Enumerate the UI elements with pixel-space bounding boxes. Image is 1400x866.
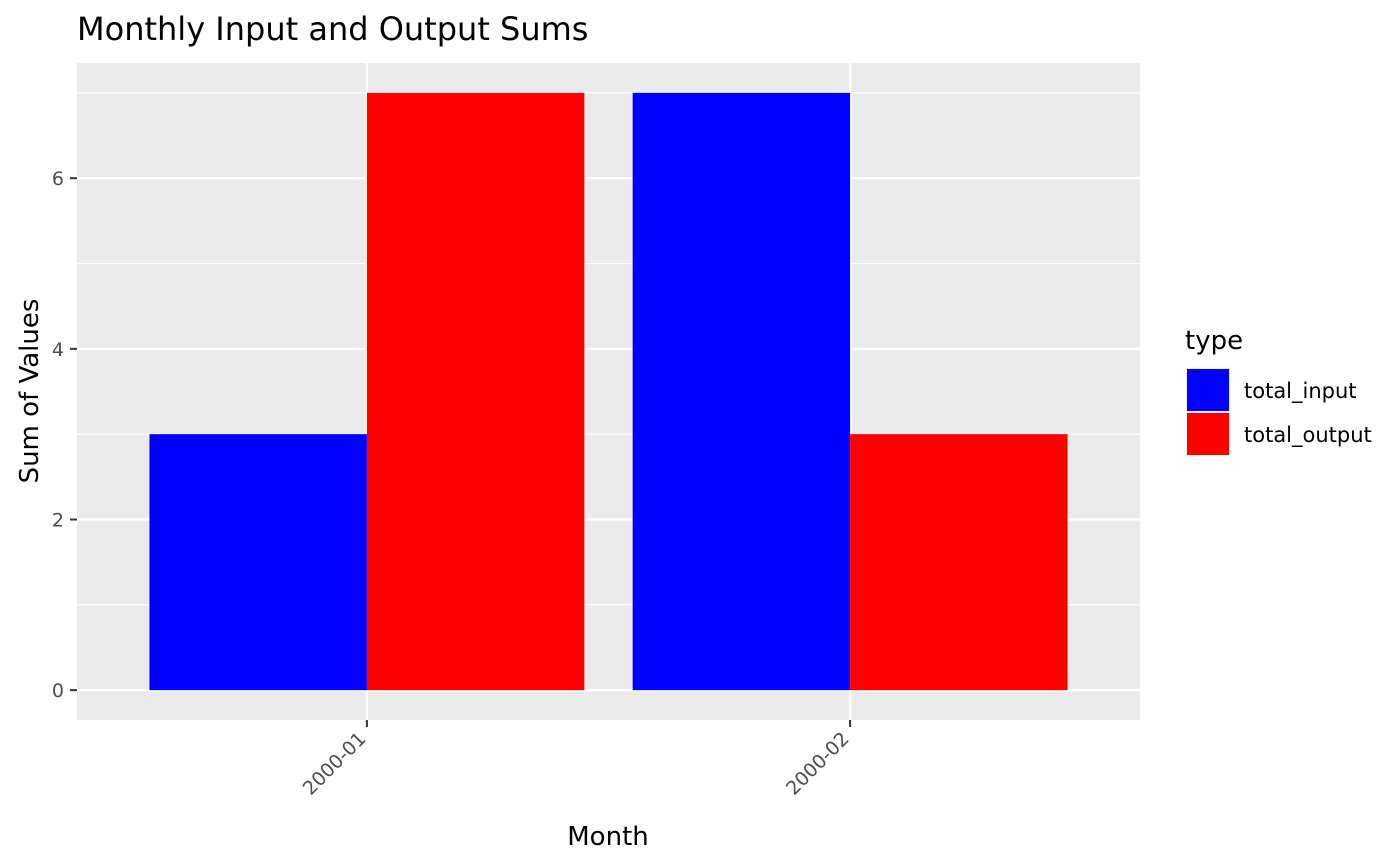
legend: type total_input total_output	[1185, 326, 1372, 456]
legend-swatch-total_output	[1187, 413, 1229, 455]
legend-label-total_input: total_input	[1244, 379, 1357, 404]
bar-total_output-2000-01	[366, 92, 585, 691]
legend-label-total_output: total_output	[1244, 423, 1372, 448]
y-tick-label: 4	[52, 339, 64, 361]
legend-swatch-total_input	[1187, 369, 1229, 411]
x-tick-label: 2000-02	[782, 728, 854, 800]
y-tick-label: 6	[52, 168, 64, 190]
legend-title: type	[1185, 326, 1243, 356]
bar-total_input-2000-01	[149, 434, 367, 691]
y-tick-label: 0	[52, 680, 64, 702]
bars	[149, 92, 1068, 691]
bar-total_input-2000-02	[632, 92, 851, 691]
y-axis-title: Sum of Values	[15, 299, 45, 484]
x-axis-title: Month	[567, 822, 649, 852]
chart-title: Monthly Input and Output Sums	[77, 10, 588, 48]
y-tick-label: 2	[52, 509, 64, 531]
bar-total_output-2000-02	[850, 434, 1068, 691]
x-tick-label: 2000-01	[299, 728, 371, 800]
